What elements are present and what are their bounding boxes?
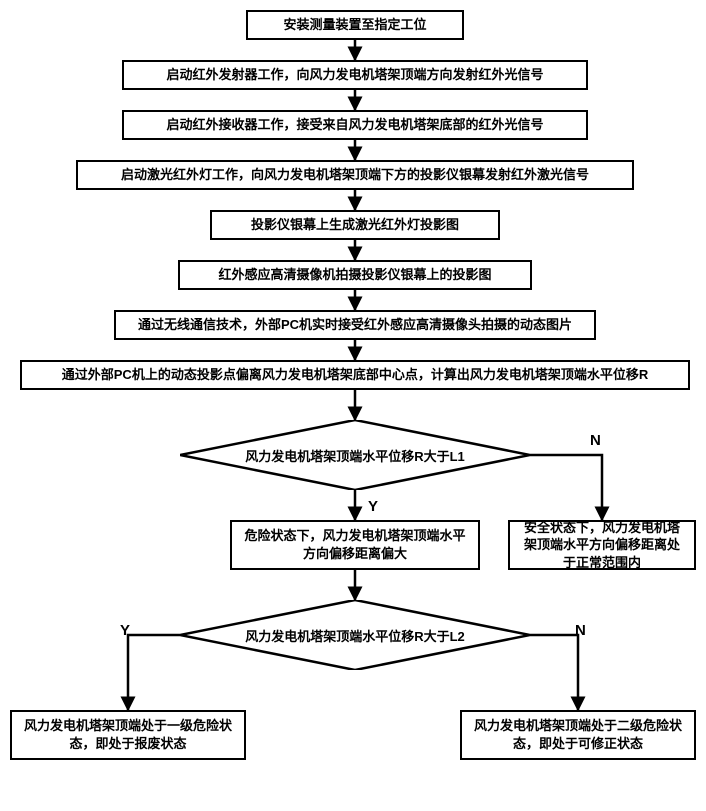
node-d1: 风力发电机塔架顶端水平位移R大于L1 xyxy=(180,420,530,490)
node-label: 风力发电机塔架顶端水平位移R大于L2 xyxy=(180,600,530,670)
node-label: 启动红外发射器工作，向风力发电机塔架顶端方向发射红外光信号 xyxy=(166,66,543,84)
edge-d1-n10 xyxy=(530,455,602,520)
node-n10: 安全状态下，风力发电机塔架顶端水平方向偏移距离处于正常范围内 xyxy=(508,520,696,570)
node-n6: 红外感应高清摄像机拍摄投影仪银幕上的投影图 xyxy=(178,260,532,290)
node-label: 安装测量装置至指定工位 xyxy=(283,16,426,34)
node-n2: 启动红外发射器工作，向风力发电机塔架顶端方向发射红外光信号 xyxy=(122,60,588,90)
edge-label-y: Y xyxy=(368,498,378,515)
node-n1: 安装测量装置至指定工位 xyxy=(246,10,464,40)
flowchart-canvas: 安装测量装置至指定工位启动红外发射器工作，向风力发电机塔架顶端方向发射红外光信号… xyxy=(10,10,696,801)
node-label: 启动激光红外灯工作，向风力发电机塔架顶端下方的投影仪银幕发射红外激光信号 xyxy=(121,166,589,184)
node-label: 风力发电机塔架顶端处于一级危险状态，即处于报废状态 xyxy=(20,717,236,752)
node-n9: 危险状态下，风力发电机塔架顶端水平方向偏移距离偏大 xyxy=(230,520,480,570)
node-label: 通过外部PC机上的动态投影点偏离风力发电机塔架底部中心点，计算出风力发电机塔架顶… xyxy=(62,366,648,384)
edge-label-n: N xyxy=(590,432,601,449)
node-label: 风力发电机塔架顶端处于二级危险状态，即处于可修正状态 xyxy=(470,717,686,752)
node-n11: 风力发电机塔架顶端处于一级危险状态，即处于报废状态 xyxy=(10,710,246,760)
edge-label-n: N xyxy=(575,622,586,639)
node-label: 通过无线通信技术，外部PC机实时接受红外感应高清摄像头拍摄的动态图片 xyxy=(138,316,572,334)
node-label: 危险状态下，风力发电机塔架顶端水平方向偏移距离偏大 xyxy=(240,527,470,562)
node-n8: 通过外部PC机上的动态投影点偏离风力发电机塔架底部中心点，计算出风力发电机塔架顶… xyxy=(20,360,690,390)
node-label: 风力发电机塔架顶端水平位移R大于L1 xyxy=(180,420,530,490)
node-n5: 投影仪银幕上生成激光红外灯投影图 xyxy=(210,210,500,240)
node-label: 投影仪银幕上生成激光红外灯投影图 xyxy=(251,216,459,234)
node-n7: 通过无线通信技术，外部PC机实时接受红外感应高清摄像头拍摄的动态图片 xyxy=(114,310,596,340)
node-d2: 风力发电机塔架顶端水平位移R大于L2 xyxy=(180,600,530,670)
edge-label-y: Y xyxy=(120,622,130,639)
node-label: 启动红外接收器工作，接受来自风力发电机塔架底部的红外光信号 xyxy=(166,116,543,134)
node-label: 安全状态下，风力发电机塔架顶端水平方向偏移距离处于正常范围内 xyxy=(518,519,686,572)
edge-d2-n12 xyxy=(530,635,578,710)
edge-d2-n11 xyxy=(128,635,180,710)
node-label: 红外感应高清摄像机拍摄投影仪银幕上的投影图 xyxy=(218,266,491,284)
node-n12: 风力发电机塔架顶端处于二级危险状态，即处于可修正状态 xyxy=(460,710,696,760)
node-n3: 启动红外接收器工作，接受来自风力发电机塔架底部的红外光信号 xyxy=(122,110,588,140)
node-n4: 启动激光红外灯工作，向风力发电机塔架顶端下方的投影仪银幕发射红外激光信号 xyxy=(76,160,634,190)
